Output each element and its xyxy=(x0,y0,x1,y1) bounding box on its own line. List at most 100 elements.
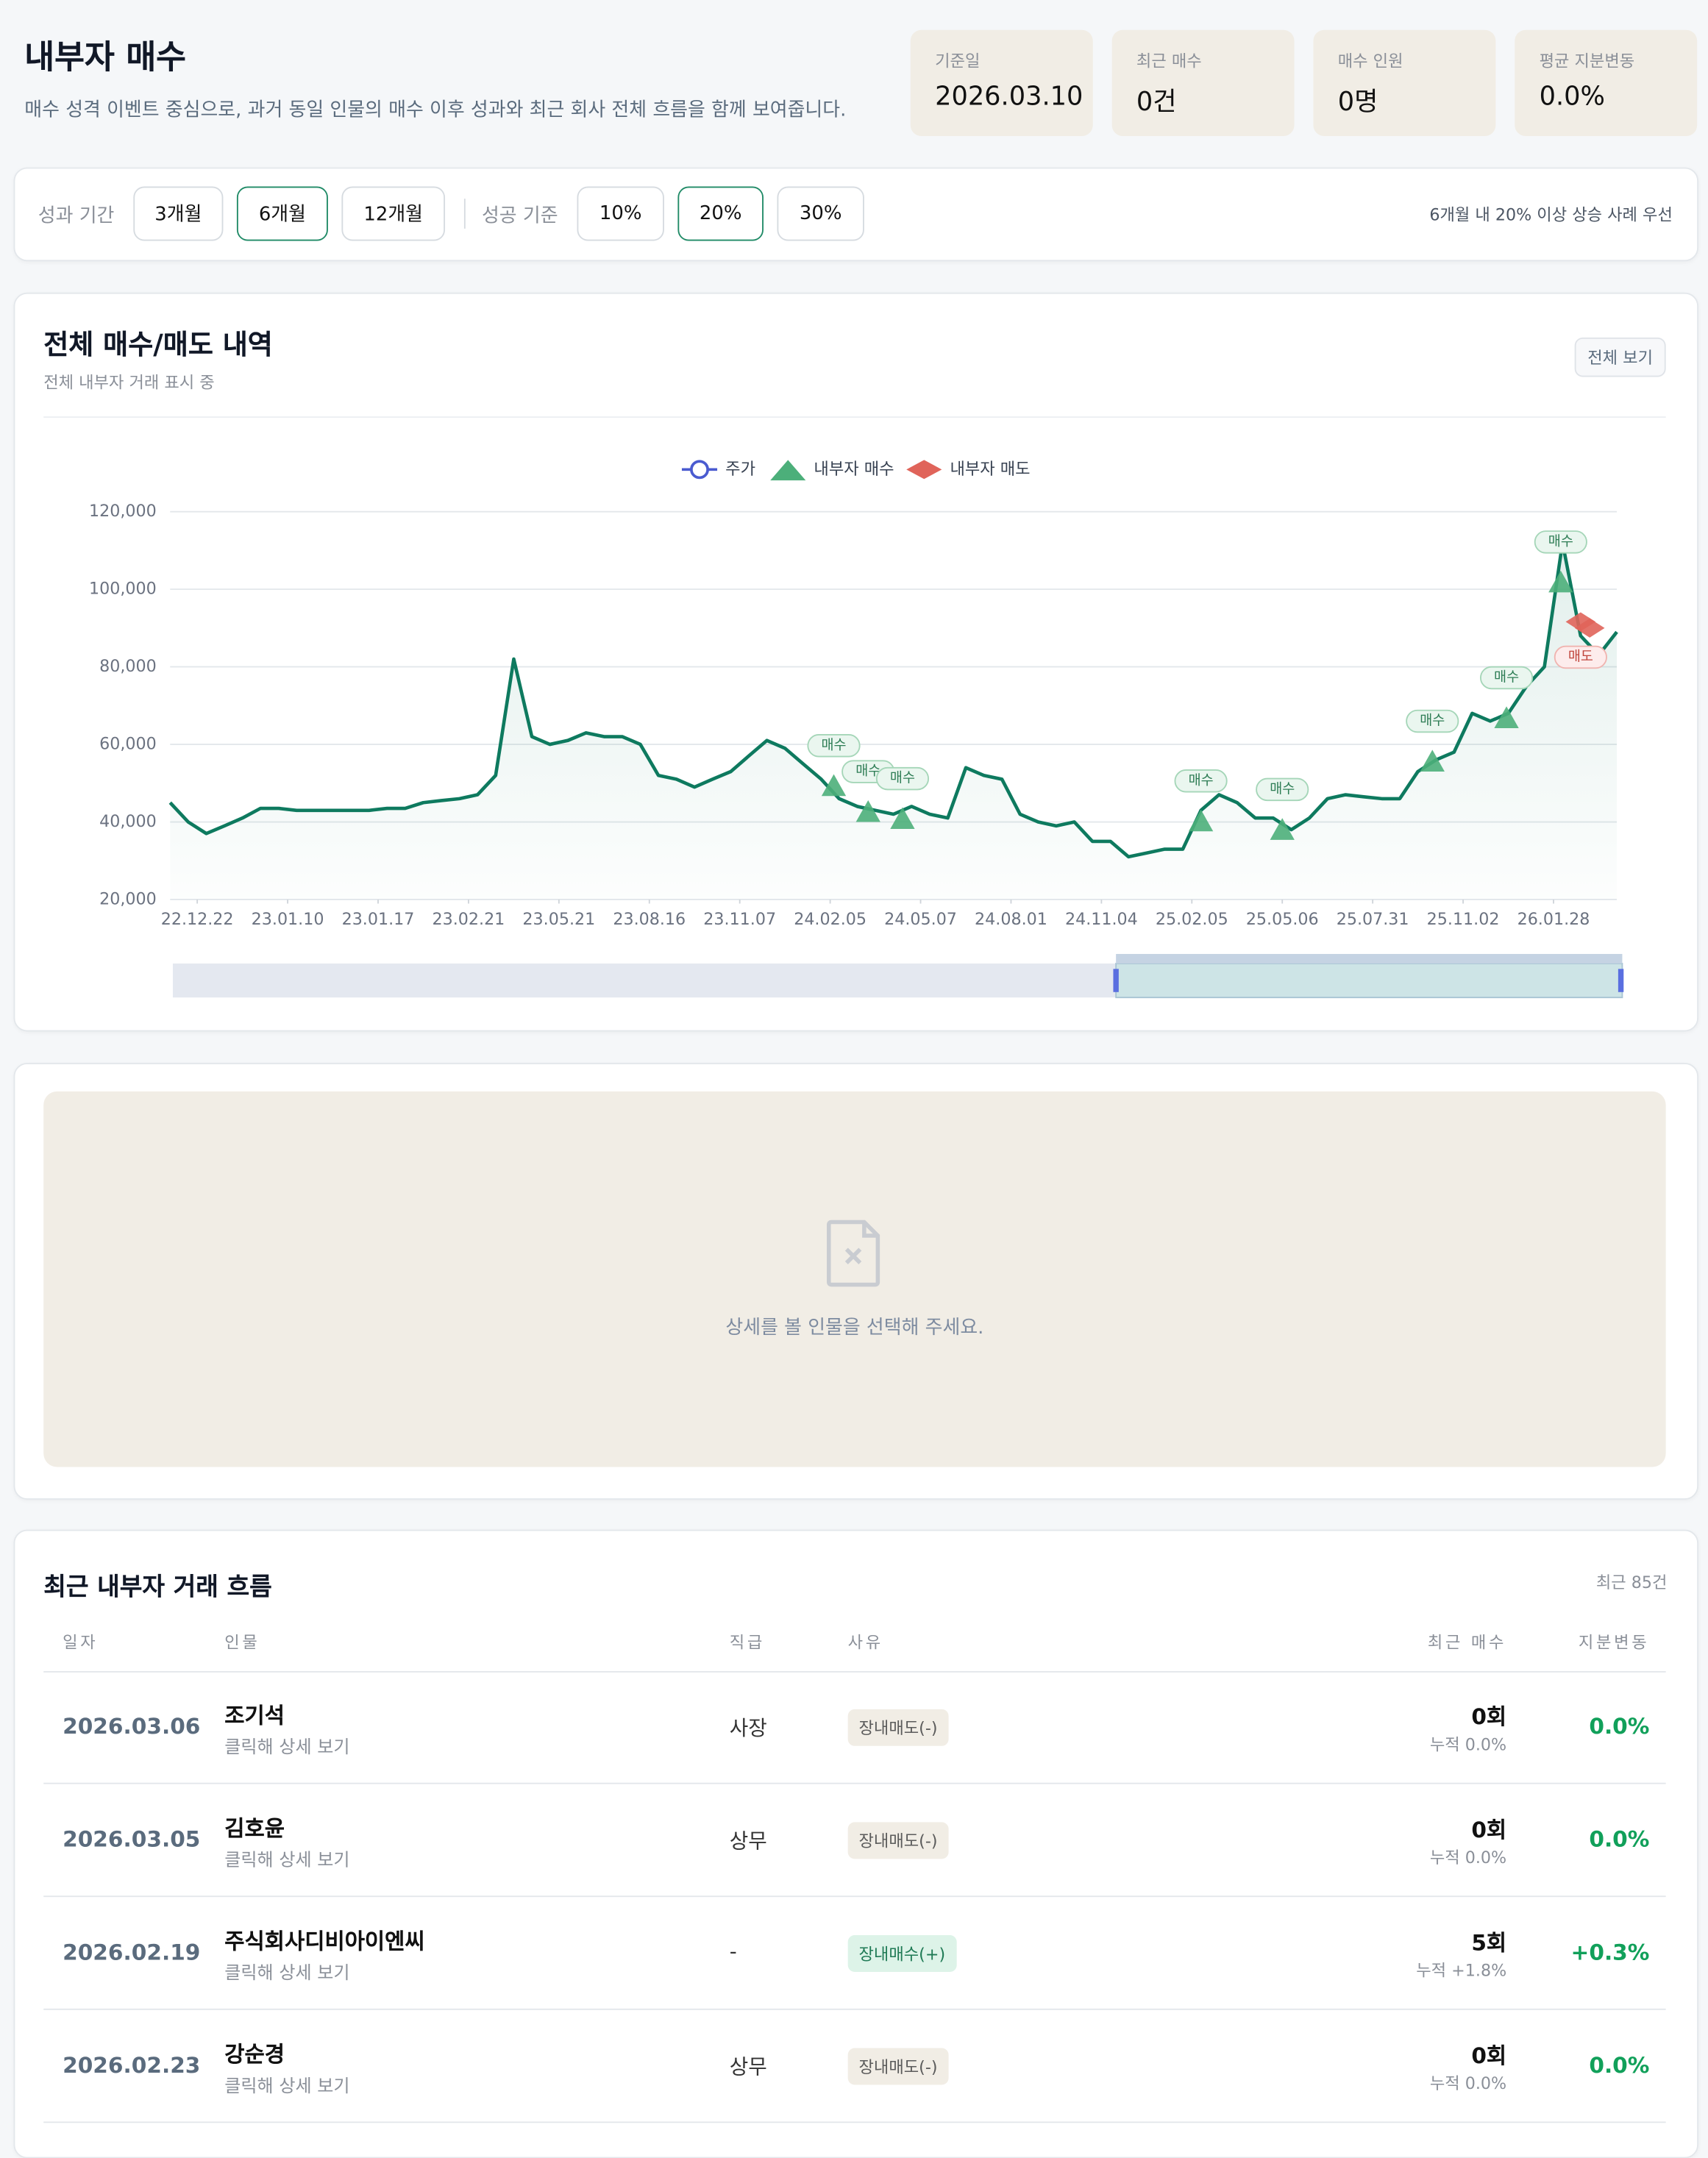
marker-label-bg xyxy=(1174,769,1228,793)
buy-marker xyxy=(1548,570,1573,593)
row-change: +0.3% xyxy=(1570,1939,1650,1965)
row-hint: 클릭해 상세 보기 xyxy=(224,2076,350,2098)
row-name: 강순경 xyxy=(224,2041,285,2068)
empty-message: 상세를 볼 인물을 선택해 주세요. xyxy=(725,1317,984,1339)
row-hint: 클릭해 상세 보기 xyxy=(224,1851,350,1872)
table-count: 최근 85건 xyxy=(1595,1573,1668,1592)
row-rule xyxy=(43,2008,1666,2010)
row-date: 2026.02.23 xyxy=(63,2052,201,2079)
row-position: 상무 xyxy=(729,2054,767,2080)
chart-card-subtitle: 전체 내부자 거래 표시 중 xyxy=(43,372,215,392)
marker-label: 매도 xyxy=(1568,649,1593,665)
marker-label: 매수 xyxy=(1270,781,1295,797)
stat-label: 최근 매수 xyxy=(1136,51,1202,71)
chart-card xyxy=(13,292,1699,1032)
marker-label: 매수 xyxy=(890,771,915,786)
x-tick-label: 23.01.10 xyxy=(252,910,324,929)
stat-value: 0.0% xyxy=(1539,82,1605,112)
x-tick-label: 24.05.07 xyxy=(884,910,957,929)
row-position: 상무 xyxy=(729,1828,767,1853)
threshold-button[interactable]: 10% xyxy=(577,186,664,241)
stat-label: 평균 지분변동 xyxy=(1539,51,1635,71)
stat-card: 기준일 2026.03.10 xyxy=(910,29,1093,137)
row-click[interactable] xyxy=(43,1671,1665,2123)
row-hint: 클릭해 상세 보기 xyxy=(224,1737,350,1759)
marker-label-bg xyxy=(1256,777,1309,802)
legend-circle xyxy=(690,460,709,480)
marker-label-bg xyxy=(1554,645,1607,669)
legend-label: 내부자 매수 xyxy=(814,460,894,479)
buy-marker xyxy=(821,774,847,797)
row-date: 2026.03.06 xyxy=(63,1713,201,1739)
column-header: 사유 xyxy=(847,1633,883,1653)
stat-card: 최근 매수 0건 xyxy=(1111,29,1295,137)
row-cumulative: 누적 +1.8% xyxy=(1416,1961,1507,1981)
stat-card: 평균 지분변동 0.0% xyxy=(1515,29,1698,137)
x-tick-label: 23.05.21 xyxy=(522,910,595,929)
row-reason: 장내매도(-) xyxy=(847,1822,949,1859)
column-header: 지분변동 xyxy=(1578,1633,1650,1653)
period-button[interactable]: 12개월 xyxy=(341,186,446,241)
period-label: 성과 기간 xyxy=(38,205,115,227)
column-header: 인물 xyxy=(224,1633,260,1653)
x-tick-label: 23.01.17 xyxy=(342,910,415,929)
stat-label: 기준일 xyxy=(935,51,981,71)
row-position: 사장 xyxy=(729,1716,767,1741)
x-tick-label: 25.11.02 xyxy=(1427,910,1500,929)
show-all-button[interactable]: 전체 보기 xyxy=(1574,337,1666,377)
buy-marker xyxy=(890,807,915,830)
row-rule xyxy=(43,1895,1666,1898)
marker-label-bg xyxy=(1479,666,1534,690)
empty-state xyxy=(43,1091,1666,1467)
legend-triangle xyxy=(770,460,806,481)
row-position: - xyxy=(729,1939,737,1964)
x-tick-label: 23.11.07 xyxy=(703,910,776,929)
threshold-button[interactable]: 20% xyxy=(677,186,764,241)
row-cumulative: 누적 0.0% xyxy=(1429,1735,1507,1754)
row-reason: 장내매도(-) xyxy=(847,2048,949,2085)
row-rule xyxy=(43,1782,1666,1784)
legend-diamond xyxy=(906,460,942,480)
legend-label: 내부자 매도 xyxy=(950,460,1030,479)
separator xyxy=(43,416,1666,419)
y-tick-label: 80,000 xyxy=(99,657,157,676)
stat-value: 2026.03.10 xyxy=(935,82,1083,112)
period-button[interactable]: 3개월 xyxy=(133,186,224,241)
header-rule xyxy=(43,1671,1666,1673)
marker-label: 매수 xyxy=(855,763,880,779)
column-header: 최근 매수 xyxy=(1427,1633,1507,1653)
filter-note: 6개월 내 20% 이상 상승 사례 우선 xyxy=(1429,205,1673,225)
x-tick-label: 23.02.21 xyxy=(433,910,505,929)
row-name: 주식회사디비아이엔씨 xyxy=(224,1928,425,1954)
buy-marker xyxy=(1188,809,1214,832)
marker-label: 매수 xyxy=(1494,669,1519,685)
row-change: 0.0% xyxy=(1589,2052,1650,2079)
row-hint: 클릭해 상세 보기 xyxy=(224,1963,350,1984)
row-date: 2026.02.19 xyxy=(63,1939,201,1965)
x-tick-label: 24.08.01 xyxy=(975,910,1047,929)
marker-label-bg xyxy=(875,766,930,791)
zoom-window[interactable] xyxy=(1115,963,1623,999)
page-subtitle: 매수 성격 이벤트 중심으로, 과거 동일 인물의 매수 이후 성과와 최근 회… xyxy=(24,99,847,121)
column-header: 직급 xyxy=(729,1633,765,1653)
row-reason: 장내매도(-) xyxy=(847,1709,949,1746)
zoom-handle[interactable] xyxy=(1618,969,1624,992)
threshold-button[interactable]: 30% xyxy=(777,186,864,241)
zoom-handle[interactable] xyxy=(1113,969,1119,992)
page-title: 내부자 매수 xyxy=(24,38,187,76)
zoom-bar[interactable] xyxy=(1116,953,1623,964)
row-change: 0.0% xyxy=(1589,1826,1650,1853)
x-tick-label: 25.02.05 xyxy=(1156,910,1228,929)
period-button[interactable]: 6개월 xyxy=(236,186,328,241)
y-tick-label: 60,000 xyxy=(99,735,157,754)
row-date: 2026.03.05 xyxy=(63,1826,201,1853)
y-tick-label: 40,000 xyxy=(99,812,157,831)
row-cumulative: 누적 0.0% xyxy=(1429,2073,1507,2093)
marker-label-bg xyxy=(1534,530,1587,554)
x-tick-label: 24.02.05 xyxy=(794,910,867,929)
row-name: 김호윤 xyxy=(224,1815,285,1842)
divider xyxy=(463,199,466,229)
marker-label: 매수 xyxy=(1548,534,1573,549)
empty-icon xyxy=(826,1219,880,1287)
